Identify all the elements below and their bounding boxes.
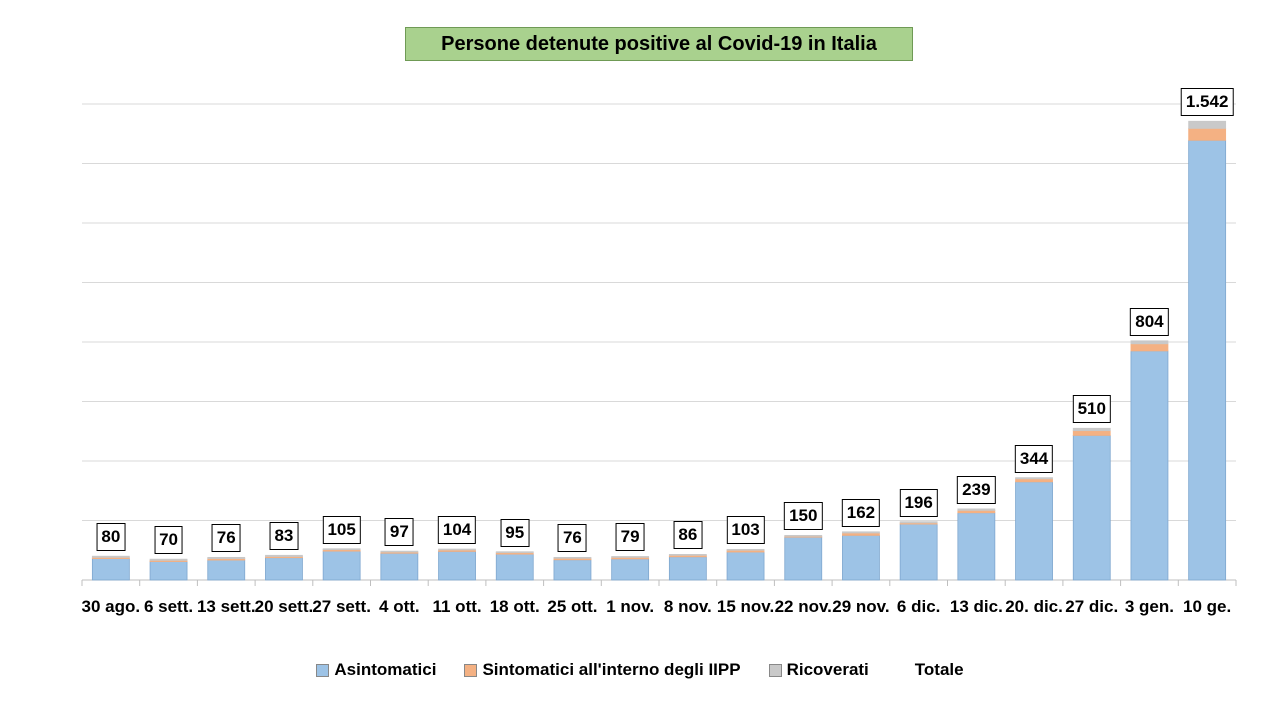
- bar-segment: [1015, 478, 1053, 483]
- x-tick-label: 4 ott.: [379, 597, 420, 616]
- bar-segment: [611, 556, 650, 558]
- bar-segment: [784, 534, 823, 537]
- bar-segment: [1188, 120, 1227, 129]
- bar-segment: [207, 559, 246, 581]
- data-label: 162: [841, 498, 881, 527]
- x-tick-label: 8 nov.: [663, 597, 712, 616]
- x-tick-label: 15 nov.: [716, 597, 775, 616]
- legend-item: Asintomatici: [316, 660, 436, 680]
- legend: Asintomatici Sintomatici all'interno degl…: [0, 660, 1280, 680]
- x-tick-label: 11 ott.: [432, 597, 482, 616]
- legend-label: Ricoverati: [786, 660, 869, 679]
- data-label: 79: [615, 523, 645, 552]
- x-tick-label: 22 nov.: [774, 597, 832, 616]
- legend-swatch: [316, 663, 330, 677]
- bar-segment: [207, 556, 246, 559]
- x-tick-label: 6 sett.: [143, 597, 194, 616]
- bar-segment: [380, 552, 419, 581]
- bar-segment: [611, 558, 650, 581]
- data-label: 80: [96, 523, 126, 552]
- bar-segment: [726, 548, 765, 551]
- data-label: 103: [726, 516, 765, 545]
- bar-segment: [1130, 340, 1169, 345]
- data-label: 804: [1130, 307, 1169, 336]
- bar-segment: [1130, 350, 1169, 581]
- data-label: 239: [957, 475, 996, 504]
- bar-segment: [438, 551, 476, 581]
- bar-segment: [265, 554, 303, 557]
- data-label: 86: [673, 521, 703, 550]
- x-tick-label: 25 ott.: [547, 597, 598, 616]
- x-tick-label: 20. dic.: [1005, 597, 1063, 616]
- x-tick-label: 3 gen.: [1124, 597, 1174, 616]
- legend-label: Sintomatici all'interno degli IIPP: [482, 660, 741, 679]
- bar-segment: [91, 558, 130, 581]
- bar-segment: [553, 559, 592, 581]
- data-label: 76: [557, 524, 587, 553]
- x-tick-label: 13 dic.: [949, 597, 1003, 616]
- bar-segment: [1130, 343, 1169, 352]
- bar-segment: [322, 550, 361, 581]
- bar-segment: [149, 558, 188, 561]
- legend-swatch: [464, 663, 478, 677]
- bar-segment: [495, 551, 534, 554]
- bar-segment: [322, 548, 361, 551]
- data-label: 196: [899, 488, 938, 517]
- bar-segment: [1072, 435, 1111, 581]
- bar-segment: [265, 557, 303, 581]
- bar-segment: [1188, 127, 1227, 141]
- legend-label: Asintomatici: [334, 660, 437, 679]
- bar-segment: [149, 561, 188, 581]
- data-label: 95: [500, 518, 530, 547]
- bar-segment: [668, 554, 707, 556]
- x-tick-label: 30 ago.: [81, 597, 141, 616]
- x-tick-label: 13 sett.: [196, 597, 256, 616]
- bar-segment: [380, 550, 419, 553]
- bar-segment: [438, 548, 476, 551]
- x-tick-label: 20 sett.: [254, 597, 314, 616]
- bar-segment: [668, 556, 707, 581]
- bar-segment: [957, 512, 996, 581]
- bar-segment: [784, 536, 823, 581]
- x-tick-label: 27 sett.: [312, 597, 371, 616]
- bar-segment: [899, 523, 938, 581]
- data-label: 1.542: [1180, 88, 1234, 117]
- bar-segment: [1015, 481, 1053, 581]
- bar-segment: [899, 521, 938, 524]
- x-tick-label: 27 dic.: [1065, 597, 1119, 616]
- bar-segment: [842, 531, 880, 534]
- data-label: 76: [211, 524, 241, 553]
- legend-item: Totale: [897, 660, 964, 680]
- chart-title: Persone detenute positive al Covid-19 in…: [405, 27, 913, 61]
- x-tick-label: 10 ge.: [1183, 597, 1232, 616]
- x-tick-label: 18 ott.: [489, 597, 540, 616]
- bar-segment: [726, 551, 765, 581]
- data-label: 510: [1072, 395, 1111, 424]
- x-tick-label: 6 dic.: [896, 597, 941, 616]
- bar-segment: [495, 553, 534, 581]
- data-label: 104: [437, 516, 477, 545]
- bar-segment: [1188, 139, 1227, 581]
- data-label: 150: [784, 502, 823, 531]
- legend-swatch: [768, 663, 782, 677]
- bar-segment: [957, 508, 996, 511]
- x-tick-label: 1 nov.: [606, 597, 655, 616]
- data-label: 105: [322, 515, 361, 544]
- data-label: 83: [269, 522, 299, 551]
- data-label: 97: [384, 518, 414, 547]
- bar-segment: [1015, 477, 1053, 480]
- data-label: 344: [1014, 444, 1054, 473]
- bar-segment: [1072, 427, 1111, 432]
- bar-segment: [91, 555, 130, 558]
- bar-segment: [1072, 430, 1111, 436]
- legend-item: Ricoverati: [768, 660, 869, 680]
- legend-item: Sintomatici all'interno degli IIPP: [464, 660, 741, 680]
- legend-label: Totale: [914, 660, 964, 679]
- x-tick-label: 29 nov.: [832, 597, 890, 616]
- data-label: 70: [154, 526, 184, 555]
- bar-segment: [842, 534, 880, 581]
- bar-segment: [553, 556, 592, 559]
